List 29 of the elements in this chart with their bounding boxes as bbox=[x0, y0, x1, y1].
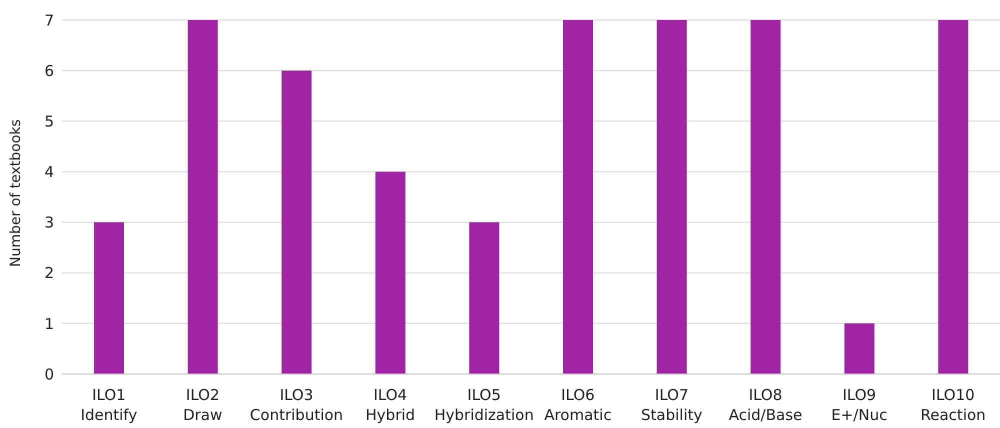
bar bbox=[375, 172, 406, 374]
bar bbox=[656, 20, 687, 374]
bar bbox=[844, 323, 874, 374]
y-axis-title: Number of textbooks bbox=[8, 119, 24, 267]
x-tick-label: ILO4 Hybrid bbox=[366, 386, 416, 424]
y-tick-label: 7 bbox=[44, 11, 54, 30]
bar bbox=[750, 20, 781, 374]
bar bbox=[94, 222, 124, 374]
bar bbox=[282, 70, 312, 374]
bar bbox=[469, 222, 500, 374]
x-tick-label: ILO9 E+/Nuc bbox=[831, 386, 888, 424]
y-tick-label: 6 bbox=[44, 62, 54, 80]
x-tick-label: ILO6 Aromatic bbox=[544, 386, 612, 424]
x-tick-label: ILO5 Hybridization bbox=[434, 386, 534, 424]
bar bbox=[938, 20, 968, 374]
y-tick-label: 4 bbox=[44, 163, 54, 182]
y-tick-label: 1 bbox=[44, 314, 54, 333]
bar bbox=[188, 20, 218, 374]
x-tick-label: ILO2 Draw bbox=[183, 386, 222, 424]
x-tick-label: ILO10 Reaction bbox=[920, 386, 986, 424]
y-tick-label: 5 bbox=[44, 112, 54, 130]
y-tick-label: 3 bbox=[44, 214, 54, 232]
x-tick-label: ILO3 Contribution bbox=[250, 386, 344, 424]
x-tick-label: ILO7 Stability bbox=[641, 386, 703, 424]
y-tick-label: 2 bbox=[44, 264, 54, 282]
x-tick-label: ILO8 Acid/Base bbox=[728, 386, 802, 424]
x-tick-label: ILO1 Identify bbox=[80, 386, 138, 424]
bar bbox=[563, 20, 593, 374]
y-tick-label: 0 bbox=[44, 365, 54, 384]
